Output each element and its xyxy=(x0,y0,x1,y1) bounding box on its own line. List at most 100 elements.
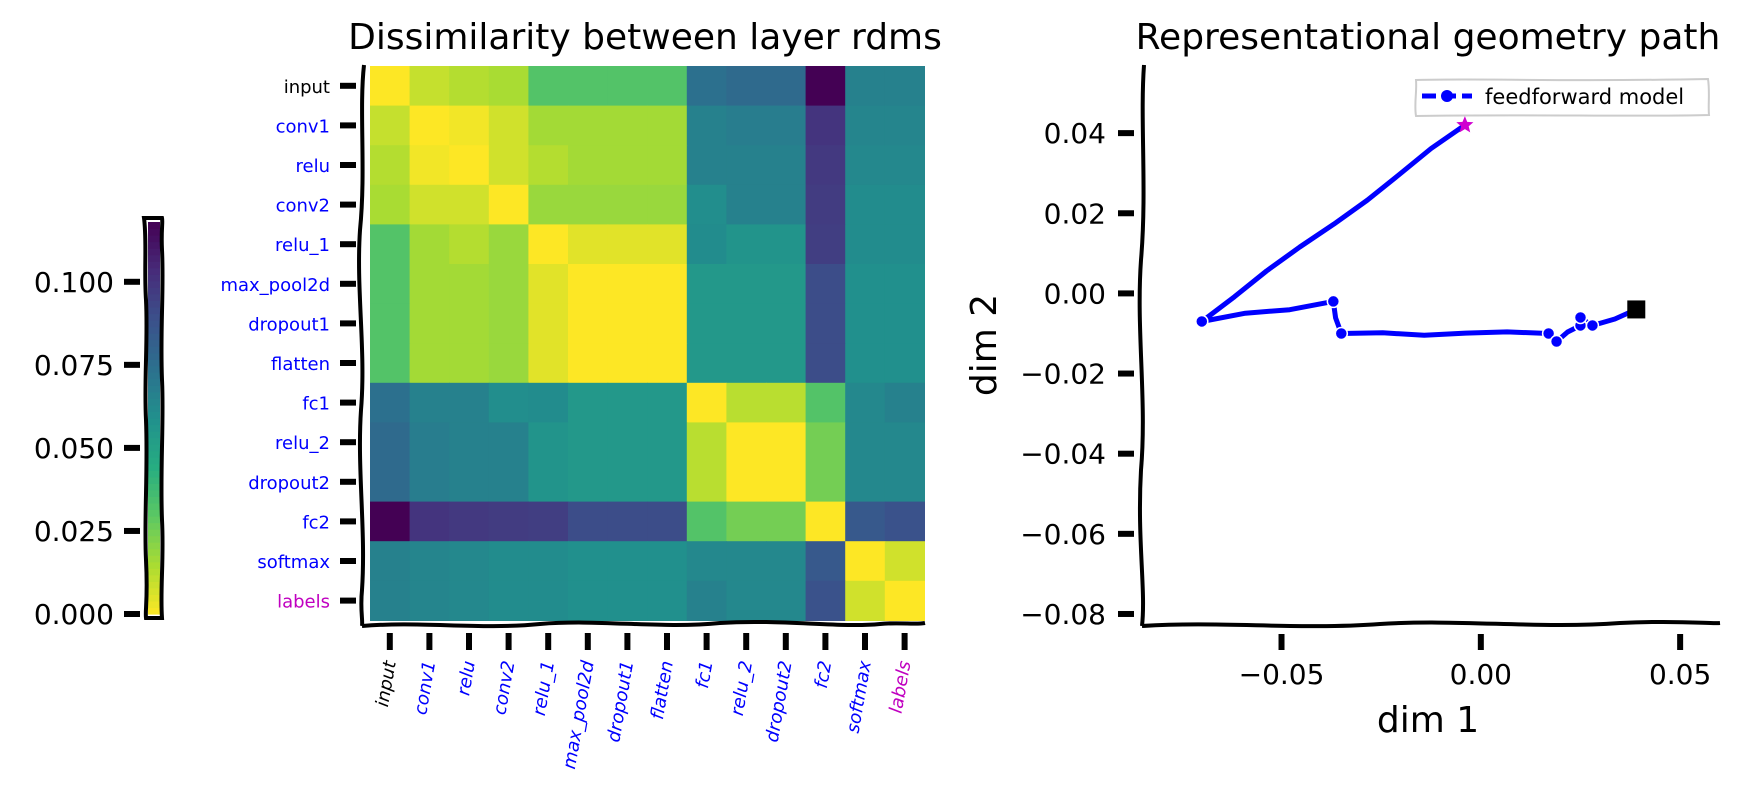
heatmap-cell xyxy=(686,343,727,384)
heatmap-cell xyxy=(726,541,767,582)
heatmap-cell xyxy=(726,66,767,107)
heatmap-cell xyxy=(686,66,727,107)
heatmap-cell xyxy=(805,382,846,423)
heatmap-column-label: relu_2 xyxy=(727,659,757,717)
colorbar-segment xyxy=(148,535,160,543)
heatmap-cell xyxy=(568,145,609,186)
heatmap-cell xyxy=(568,422,609,463)
colorbar-segment xyxy=(148,359,160,367)
heatmap-cell xyxy=(409,343,450,384)
heatmap-cell xyxy=(805,422,846,463)
colorbar-segment xyxy=(148,509,160,517)
heatmap-cell xyxy=(607,145,648,186)
colorbar-segment xyxy=(148,574,160,582)
heatmap-cell xyxy=(647,224,688,265)
colorbar-segment xyxy=(148,352,160,360)
heatmap-cell xyxy=(726,105,767,146)
colorbar-segment xyxy=(148,555,160,563)
colorbar-segment xyxy=(148,444,160,452)
colorbar-segment xyxy=(148,378,160,386)
heatmap-cell xyxy=(805,105,846,146)
heatmap-cell xyxy=(528,580,569,621)
colorbar-segment xyxy=(148,293,160,301)
heatmap-cell xyxy=(647,184,688,225)
colorbar-segment xyxy=(148,542,160,550)
heatmap-cell xyxy=(528,501,569,542)
heatmap-column-labels: input conv1 relu conv2 relu_1 max_pool2d dropo… xyxy=(372,633,916,771)
colorbar-segment xyxy=(148,313,160,321)
colorbar-segment xyxy=(148,365,160,373)
heatmap-cell xyxy=(845,541,886,582)
heatmap-cell xyxy=(607,184,648,225)
colorbar-segment xyxy=(148,568,160,576)
heatmap-column-label: max_pool2d xyxy=(559,659,599,771)
heatmap-cell xyxy=(884,462,925,503)
heatmap-cell xyxy=(568,580,609,621)
heatmap-cell xyxy=(766,105,807,146)
heatmap-cell xyxy=(568,184,609,225)
heatmap-cell xyxy=(805,541,846,582)
heatmap-cell xyxy=(488,264,529,305)
colorbar-segment xyxy=(148,581,160,589)
heatmap-cell xyxy=(409,382,450,423)
heatmap-cell xyxy=(647,541,688,582)
heatmap-cell xyxy=(686,145,727,186)
heatmap-cell xyxy=(686,541,727,582)
heatmap-row-label: conv2 xyxy=(276,196,330,217)
colorbar-segment xyxy=(148,548,160,556)
legend-marker-sample xyxy=(1441,90,1453,102)
path-y-tick-label: −0.06 xyxy=(1020,518,1106,551)
heatmap-cell xyxy=(726,501,767,542)
heatmap-cell xyxy=(449,264,490,305)
heatmap-cell xyxy=(686,382,727,423)
heatmap-cell xyxy=(884,580,925,621)
heatmap-cell xyxy=(686,501,727,542)
heatmap-cell xyxy=(568,462,609,503)
heatmap-column-label: labels xyxy=(886,659,916,715)
legend-frame xyxy=(1414,77,1711,118)
colorbar-segment xyxy=(148,398,160,406)
heatmap-cell xyxy=(370,184,411,225)
colorbar-segment xyxy=(148,228,160,236)
colorbar-frame xyxy=(141,216,165,620)
heatmap-row-label: dropout1 xyxy=(248,314,330,335)
heatmap-cell xyxy=(884,501,925,542)
heatmap-cell xyxy=(528,184,569,225)
heatmap-cell xyxy=(647,343,688,384)
heatmap-cell xyxy=(884,184,925,225)
colorbar-segment xyxy=(148,437,160,445)
heatmap-cell xyxy=(607,264,648,305)
heatmap-cell xyxy=(647,303,688,344)
heatmap-cell xyxy=(449,501,490,542)
heatmap-cell xyxy=(370,580,411,621)
colorbar-segment xyxy=(148,280,160,288)
colorbar-segment xyxy=(148,457,160,465)
heatmap-cell xyxy=(607,501,648,542)
heatmap-cell xyxy=(726,184,767,225)
heatmap-cell xyxy=(528,343,569,384)
colorbar-segment xyxy=(148,516,160,524)
heatmap-row-label: relu xyxy=(296,156,331,177)
path-y-tick-label: 0.02 xyxy=(1044,197,1106,230)
colorbar-segment xyxy=(148,411,160,419)
colorbar-segment xyxy=(148,476,160,484)
heatmap-cell xyxy=(568,382,609,423)
heatmap-cell xyxy=(370,105,411,146)
heatmap-column-label: conv1 xyxy=(410,659,440,716)
heatmap-cell xyxy=(845,264,886,305)
heatmap-cell xyxy=(884,541,925,582)
path-y-ticks: −0.08 −0.06 −0.04 −0.02 0.00 0.02 0.04 xyxy=(1020,117,1134,631)
heatmap-cell xyxy=(686,224,727,265)
heatmap-cell xyxy=(409,264,450,305)
path-y-tick-label: −0.04 xyxy=(1020,438,1106,471)
heatmap-cell xyxy=(726,343,767,384)
colorbar-segment xyxy=(148,489,160,497)
heatmap-row-label: max_pool2d xyxy=(220,275,330,296)
heatmap-cell xyxy=(528,105,569,146)
heatmap-cell xyxy=(766,382,807,423)
heatmap-cell xyxy=(449,541,490,582)
heatmap-column-label: input xyxy=(372,658,401,708)
geometry-path-panel: Representational geometry path −0.08−0.0… xyxy=(964,17,1720,741)
colorbar-segment xyxy=(148,522,160,530)
heatmap-cell xyxy=(805,580,846,621)
